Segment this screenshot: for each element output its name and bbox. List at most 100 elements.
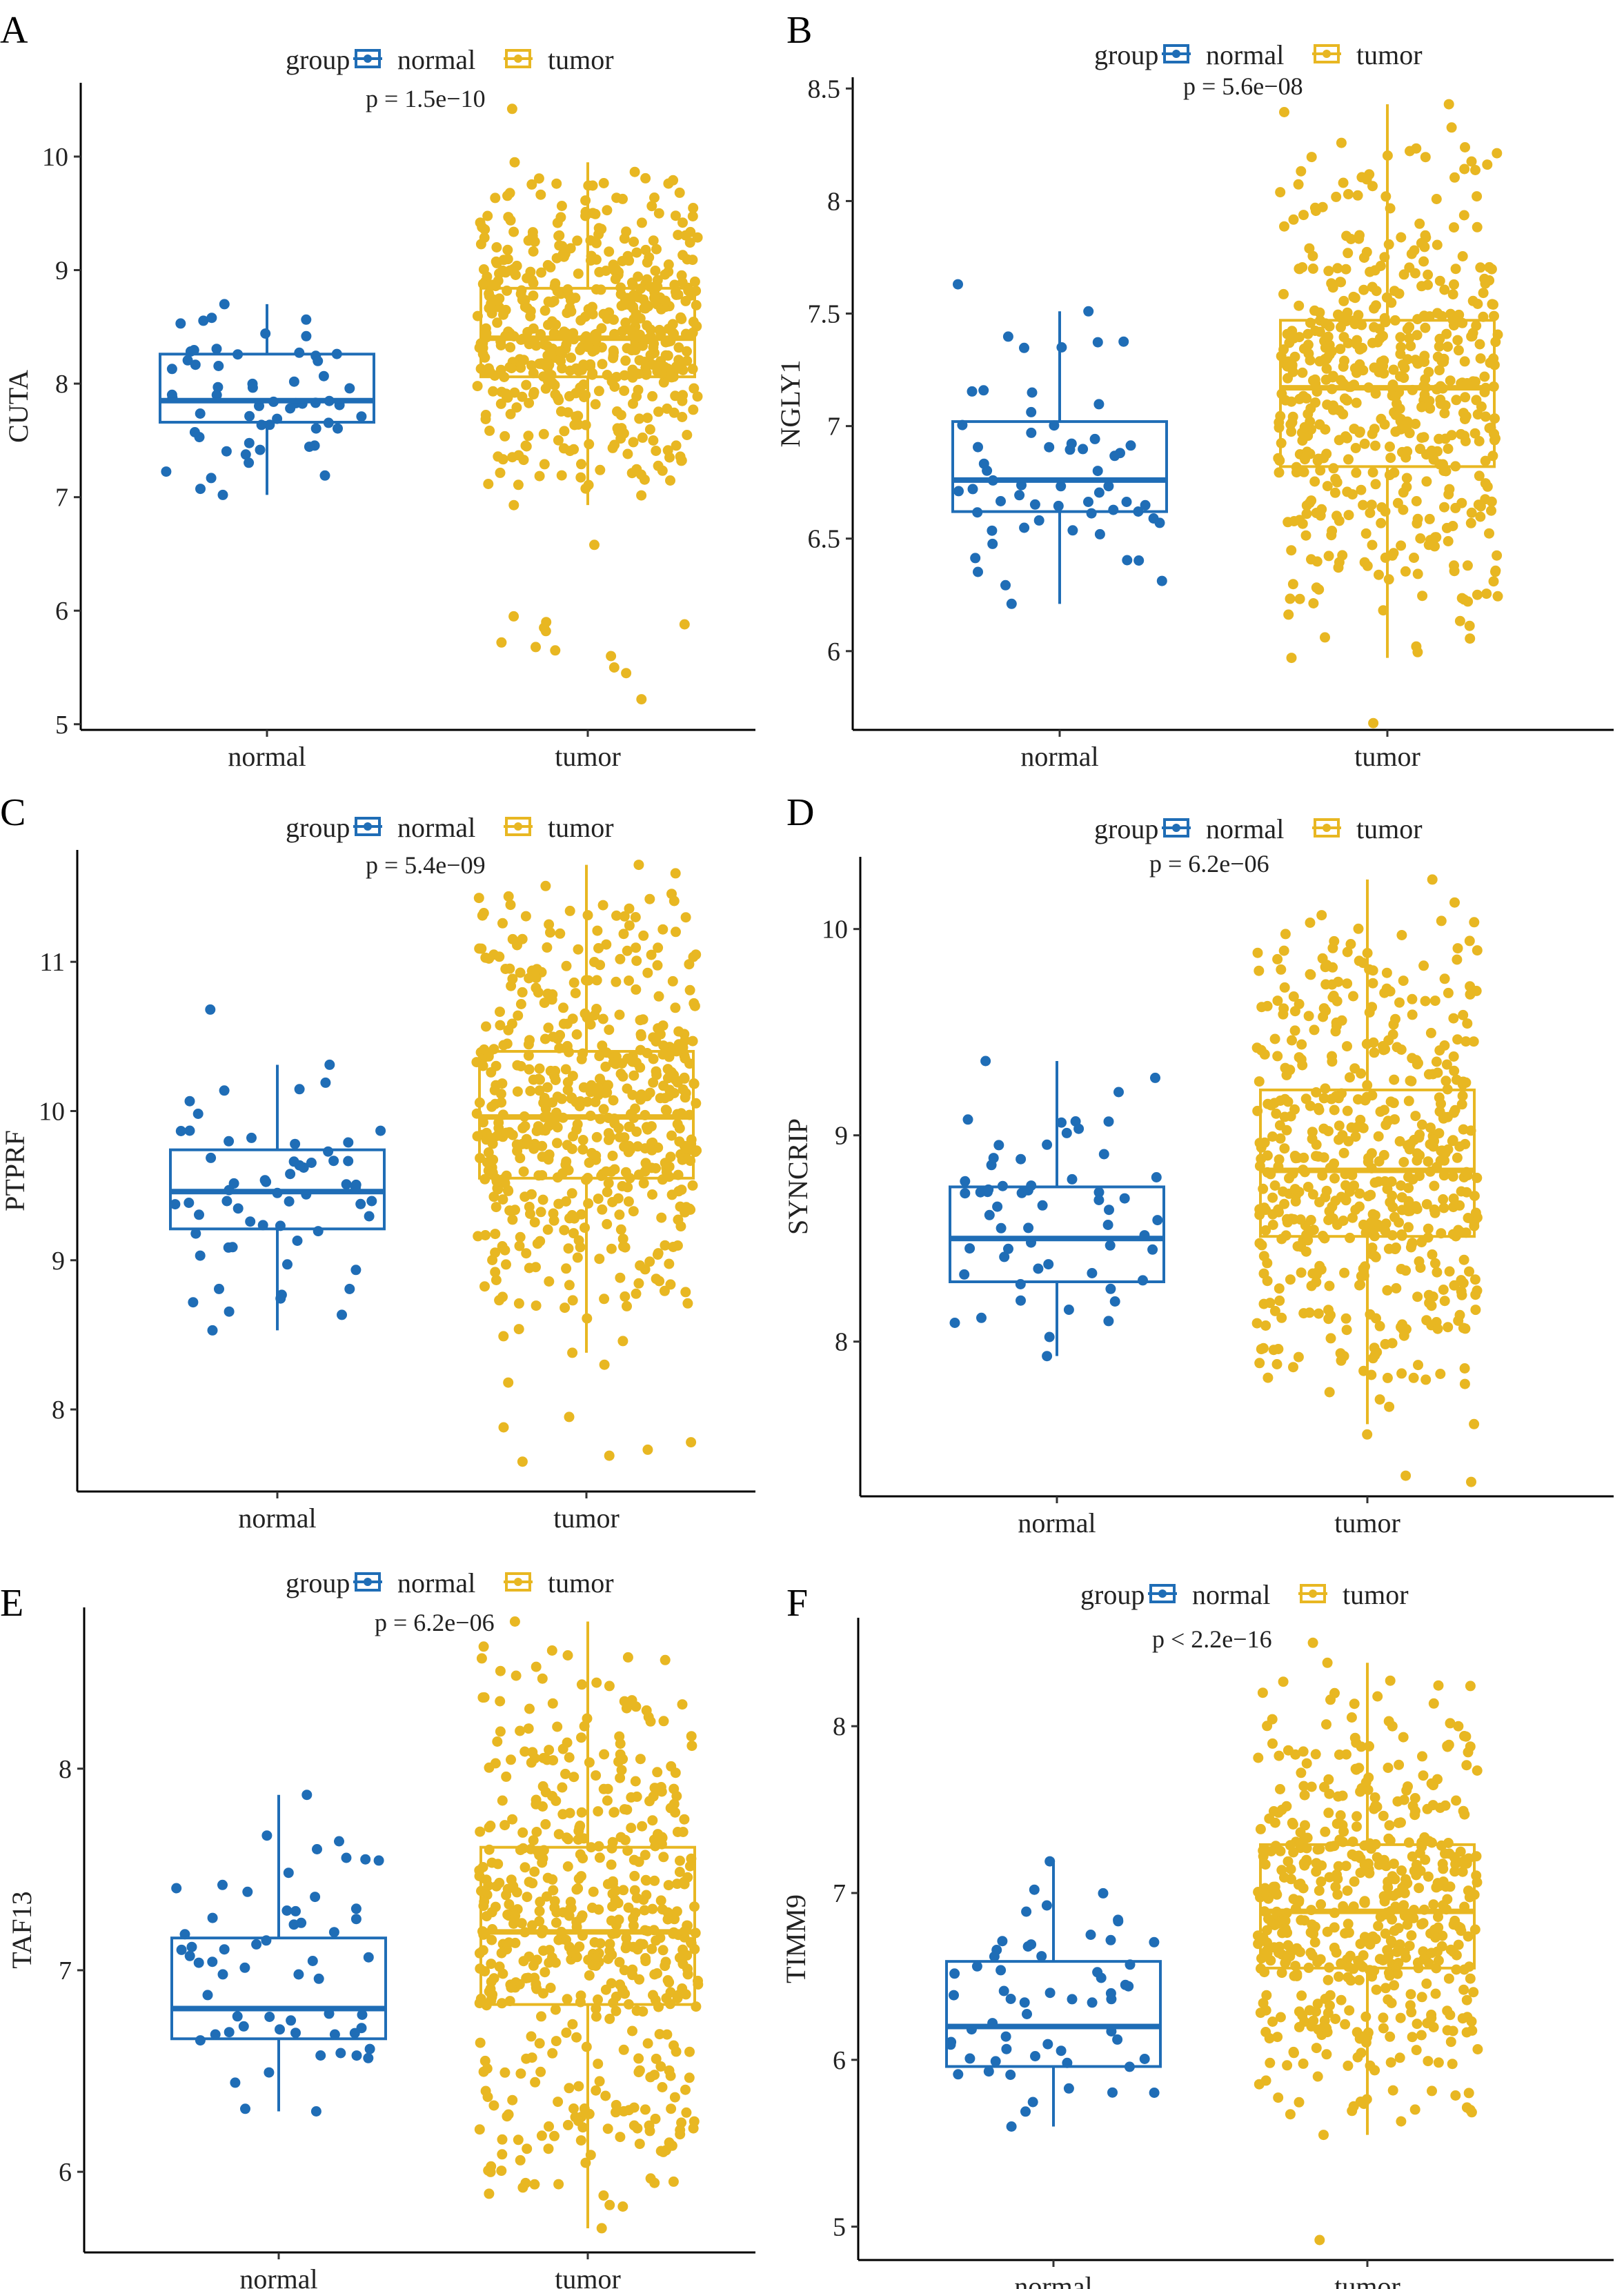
data-point	[680, 295, 691, 306]
data-point	[1278, 1186, 1289, 1197]
data-point	[549, 2130, 560, 2141]
data-point	[1279, 221, 1289, 232]
data-point	[1436, 1840, 1447, 1851]
data-point	[689, 1901, 700, 1912]
data-point	[564, 1411, 575, 1423]
data-point	[1420, 995, 1431, 1007]
data-point	[1472, 191, 1483, 202]
data-point	[1321, 363, 1332, 374]
data-point	[590, 399, 601, 410]
data-point	[294, 1084, 305, 1095]
data-point	[591, 1960, 602, 1971]
legend-swatch-dot	[514, 54, 522, 63]
data-point	[1403, 1222, 1414, 1233]
data-point	[1274, 1750, 1285, 1761]
data-point	[1486, 264, 1497, 275]
data-point	[1402, 446, 1413, 457]
data-point	[1366, 1148, 1377, 1159]
data-point	[635, 284, 646, 294]
data-point	[535, 1236, 546, 1247]
data-point	[1294, 998, 1305, 1009]
data-point	[1429, 1258, 1440, 1269]
x-tick-label: tumor	[555, 741, 621, 772]
data-point	[1454, 1141, 1465, 1152]
data-point	[1398, 269, 1409, 280]
data-point	[1267, 1738, 1278, 1749]
data-point	[1375, 261, 1386, 271]
data-point	[508, 611, 519, 622]
data-point	[567, 1071, 578, 1082]
data-point	[1378, 2012, 1389, 2023]
data-point	[1349, 1876, 1360, 1887]
data-point	[1451, 1795, 1462, 1806]
data-point	[568, 977, 580, 988]
data-point	[670, 210, 681, 221]
data-point	[1443, 536, 1454, 546]
data-point	[606, 651, 617, 662]
data-point	[483, 1049, 494, 1060]
data-point	[562, 407, 573, 418]
data-point	[1326, 346, 1337, 357]
data-point	[652, 960, 663, 971]
data-point	[1450, 264, 1461, 275]
data-point	[1133, 555, 1145, 566]
data-point	[1273, 2092, 1284, 2103]
data-point	[622, 945, 633, 956]
data-point	[1353, 1955, 1364, 1966]
data-point	[640, 1850, 651, 1861]
data-point	[1478, 288, 1489, 299]
data-point	[611, 976, 622, 987]
data-point	[607, 1901, 618, 1912]
data-point	[1366, 1369, 1377, 1380]
data-point	[1329, 1158, 1340, 1169]
data-point	[626, 468, 637, 479]
data-point	[527, 1747, 538, 1758]
data-point	[1325, 1333, 1336, 1344]
data-point	[573, 419, 584, 430]
data-point	[517, 987, 528, 998]
legend-label-tumor: tumor	[1356, 39, 1423, 70]
data-point	[1416, 281, 1427, 292]
data-point	[688, 404, 699, 415]
data-point	[661, 1993, 672, 2004]
data-point	[674, 1867, 685, 1877]
data-point	[606, 1950, 617, 1961]
data-point	[290, 2028, 301, 2039]
data-point	[633, 1856, 644, 1867]
data-point	[1285, 1864, 1296, 1874]
data-point	[649, 192, 660, 203]
data-point	[953, 486, 964, 497]
data-point	[531, 1300, 542, 1311]
data-point	[1321, 1719, 1331, 1730]
data-point	[677, 1983, 688, 1994]
data-point	[1472, 2044, 1483, 2054]
data-point	[1283, 1856, 1294, 1867]
data-point	[628, 1206, 639, 1217]
data-point	[1438, 1863, 1449, 1874]
data-point	[1373, 1131, 1384, 1142]
data-point	[1416, 1119, 1427, 1130]
data-point	[622, 1845, 633, 1856]
data-point	[493, 1859, 504, 1870]
data-point	[1300, 1246, 1311, 1257]
data-point	[691, 299, 702, 310]
data-point	[341, 1852, 352, 1863]
data-point	[644, 893, 655, 904]
data-point	[987, 525, 998, 536]
data-point	[1298, 1781, 1309, 1792]
data-point	[539, 1967, 551, 1978]
data-point	[344, 383, 355, 394]
data-point	[584, 439, 595, 450]
y-tick-label: 10	[42, 143, 68, 172]
data-point	[176, 1944, 187, 1955]
data-point	[1149, 2088, 1160, 2098]
data-point	[520, 911, 531, 922]
data-point	[1343, 510, 1354, 521]
data-point	[1019, 522, 1030, 533]
data-point	[592, 925, 603, 936]
data-point	[1331, 1819, 1343, 1830]
data-point	[664, 1171, 675, 1182]
data-point	[1452, 1152, 1463, 1163]
data-point	[682, 430, 693, 440]
data-point	[1405, 1138, 1416, 1149]
